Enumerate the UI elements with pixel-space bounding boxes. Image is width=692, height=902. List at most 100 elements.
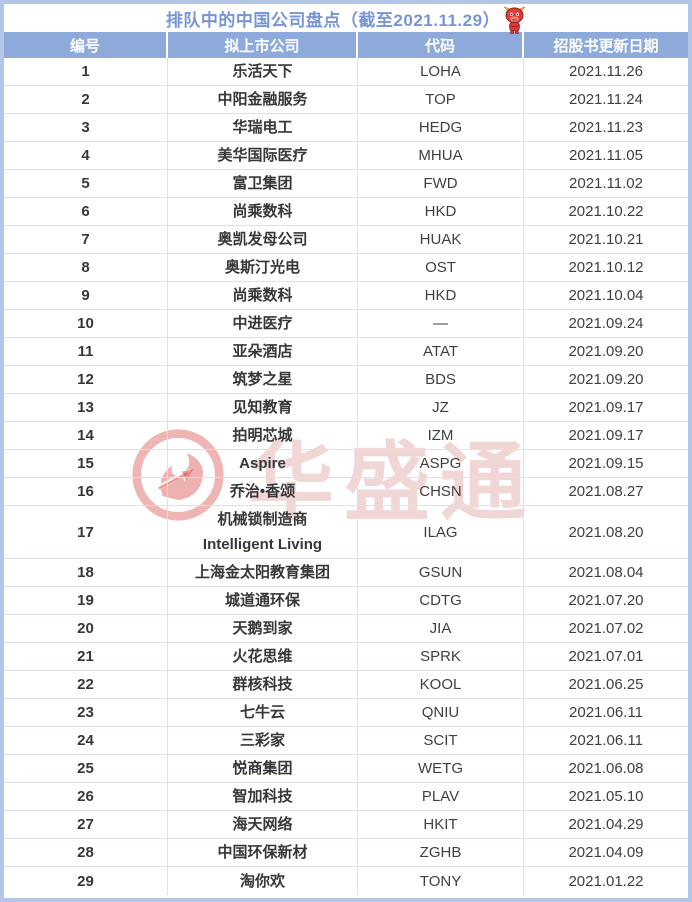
cell-company: 海天网络 [168,811,358,838]
cell-company: 乔治•香颂 [168,478,358,505]
header-number: 编号 [4,32,168,58]
cell-ticker: CDTG [358,587,524,614]
table-row: 21 火花思维 SPRK 2021.07.01 [4,643,688,671]
cell-ticker: MHUA [358,142,524,169]
cell-ticker: TONY [358,867,524,895]
cell-ticker: HKD [358,198,524,225]
page-title: 排队中的中国公司盘点（截至2021.11.29） [165,10,501,30]
cell-prospectus-date: 2021.06.11 [569,704,643,721]
cell-prospectus-date: 2021.08.04 [568,564,644,581]
table-row: 9 尚乘数科 HKD 2021.10.04 [4,282,688,310]
cell-company: 火花思维 [168,643,358,670]
cell-ticker: JIA [358,615,524,642]
table-row: 25 悦商集团 WETG 2021.06.08 [4,755,688,783]
cell-ticker: FWD [358,170,524,197]
cell-company: Aspire [168,450,358,477]
cell-prospectus-date: 2021.11.24 [569,91,643,108]
cell-prospectus-date: 2021.09.17 [568,427,644,444]
table-row: 8 奥斯汀光电 OST 2021.10.12 [4,254,688,282]
header-company: 拟上市公司 [168,32,358,58]
table-header-row: 编号 拟上市公司 代码 招股书更新日期 [4,32,688,58]
cell-company: 亚朵酒店 [168,338,358,365]
cell-ticker: HKIT [358,811,524,838]
cell-ticker: HUAK [358,226,524,253]
cell-company: 三彩家 [168,727,358,754]
table-row: 11 亚朵酒店 ATAT 2021.09.20 [4,338,688,366]
table-row: 10 中进医疗 — 2021.09.24 [4,310,688,338]
cell-number: 6 [4,198,168,225]
cell-ticker: HEDG [358,114,524,141]
cell-ticker: — [358,310,524,337]
cell-number: 29 [4,867,168,895]
cell-ticker: QNIU [358,699,524,726]
cell-number: 24 [4,727,168,754]
cell-number: 10 [4,310,168,337]
cell-company: 尚乘数科 [168,282,358,309]
table-row: 20 天鹅到家 JIA 2021.07.02 [4,615,688,643]
table-row: 19 城道通环保 CDTG 2021.07.20 [4,587,688,615]
cell-company: 中国环保新材 [168,839,358,866]
cell-prospectus-date: 2021.08.27 [568,483,644,500]
cell-prospectus-date: 2021.06.11 [569,732,643,749]
cell-number: 25 [4,755,168,782]
cell-company: 中进医疗 [168,310,358,337]
cell-company: 群核科技 [168,671,358,698]
cell-ticker: LOHA [358,58,524,85]
cell-company: 中阳金融服务 [168,86,358,113]
cell-prospectus-date: 2021.07.20 [568,592,644,609]
cell-company: 上海金太阳教育集团 [168,559,358,586]
table-row: 1 乐活天下 LOHA 2021.11.26 [4,58,688,86]
cell-number: 23 [4,699,168,726]
cell-ticker: PLAV [358,783,524,810]
header-prospectus-date: 招股书更新日期 [553,37,659,55]
cell-number: 3 [4,114,168,141]
cell-prospectus-date: 2021.10.22 [568,203,644,220]
cell-company: 乐活天下 [168,58,358,85]
cell-prospectus-date: 2021.11.26 [569,63,643,80]
cell-number: 9 [4,282,168,309]
table-row: 4 美华国际医疗 MHUA 2021.11.05 [4,142,688,170]
table-body: 1 乐活天下 LOHA 2021.11.26 2 中阳金融服务 TOP 2021… [4,58,688,895]
cell-ticker: GSUN [358,559,524,586]
cell-ticker: WETG [358,755,524,782]
cell-ticker: TOP [358,86,524,113]
cell-prospectus-date: 2021.07.02 [568,620,644,637]
cell-ticker: SPRK [358,643,524,670]
cell-prospectus-date: 2021.10.21 [568,231,644,248]
cell-prospectus-date: 2021.06.08 [568,760,644,777]
cell-prospectus-date: 2021.11.02 [569,175,643,192]
table-row: 5 富卫集团 FWD 2021.11.02 [4,170,688,198]
cell-prospectus-date: 2021.07.01 [568,648,644,665]
cell-prospectus-date: 2021.09.17 [568,399,644,416]
title-bar: 排队中的中国公司盘点（截至2021.11.29） [4,4,688,34]
cell-company: 智加科技 [168,783,358,810]
table-row: 23 七牛云 QNIU 2021.06.11 [4,699,688,727]
cell-ticker: ZGHB [358,839,524,866]
cell-ticker: CHSN [358,478,524,505]
cell-number: 12 [4,366,168,393]
table-row: 27 海天网络 HKIT 2021.04.29 [4,811,688,839]
cell-company: 华瑞电工 [168,114,358,141]
cell-number: 7 [4,226,168,253]
table-row: 12 筑梦之星 BDS 2021.09.20 [4,366,688,394]
cell-number: 1 [4,58,168,85]
table-row: 16 乔治•香颂 CHSN 2021.08.27 [4,478,688,506]
cell-company: 天鹅到家 [168,615,358,642]
cell-company: 筑梦之星 [168,366,358,393]
cell-prospectus-date: 2021.09.20 [568,371,644,388]
cell-company: 悦商集团 [168,755,358,782]
cell-prospectus-date: 2021.09.15 [568,455,644,472]
table-row: 28 中国环保新材 ZGHB 2021.04.09 [4,839,688,867]
cell-ticker: IZM [358,422,524,449]
cell-number: 21 [4,643,168,670]
cell-prospectus-date: 2021.09.20 [568,343,644,360]
table-row: 22 群核科技 KOOL 2021.06.25 [4,671,688,699]
cell-number: 27 [4,811,168,838]
cell-prospectus-date: 2021.11.23 [569,119,643,136]
table-row: 2 中阳金融服务 TOP 2021.11.24 [4,86,688,114]
cell-ticker: OST [358,254,524,281]
cell-company: 机械锁制造商 Intelligent Living [168,506,358,558]
table-row: 26 智加科技 PLAV 2021.05.10 [4,783,688,811]
cell-prospectus-date: 2021.09.24 [568,315,644,332]
